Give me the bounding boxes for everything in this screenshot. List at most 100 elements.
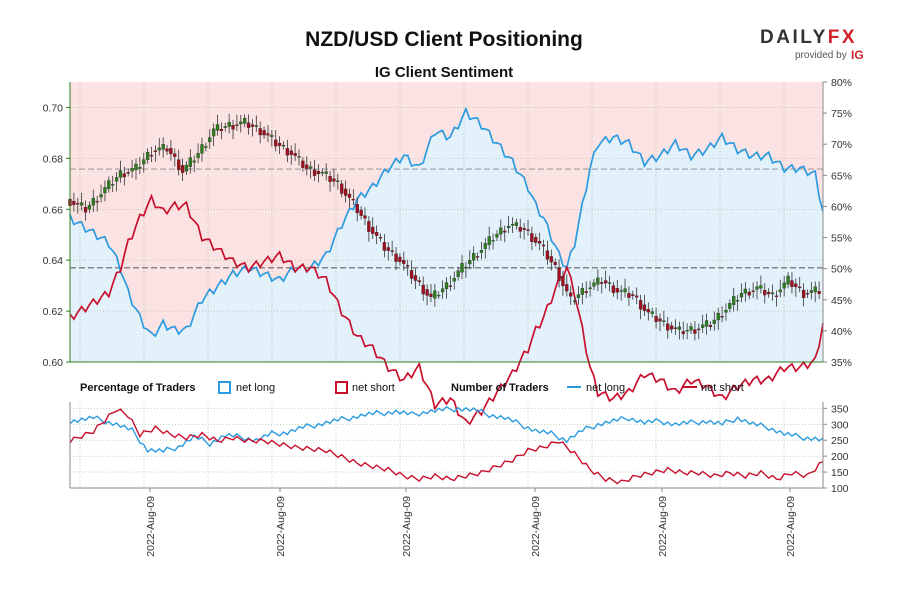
candle-body — [580, 288, 585, 295]
candle-body — [464, 266, 468, 269]
candle-body — [351, 198, 355, 201]
main-price-panel: 0.60 0.62 0.64 0.66 0.68 0.70 35% 40% 45% 50% 55%… — [43, 77, 852, 426]
candle-body — [635, 295, 639, 298]
candle-body — [596, 277, 600, 285]
candle-body — [87, 205, 92, 210]
candle-body — [301, 160, 305, 168]
percent-tick-label: 65% — [831, 170, 852, 182]
candle-body — [735, 299, 740, 302]
candle-body — [642, 304, 647, 311]
candle-body — [76, 203, 80, 205]
legend-percentage-title: Percentage of Traders — [80, 382, 196, 394]
candle-body — [472, 253, 476, 261]
candle-body — [336, 180, 340, 182]
candle-body — [514, 222, 519, 226]
count-axis-ticks: 100 150 200 250 300 350 — [823, 403, 849, 495]
candle-body — [277, 142, 282, 146]
candle-body — [138, 166, 142, 169]
lower-axes — [69, 402, 824, 489]
candle-body — [522, 228, 526, 230]
candle-body — [270, 135, 274, 137]
candle-body — [456, 270, 460, 277]
candle-body — [285, 148, 290, 156]
candle-body — [235, 124, 239, 126]
candle-body — [165, 148, 169, 152]
candle-body — [541, 244, 546, 247]
candle-body — [130, 168, 134, 172]
candle-body — [817, 291, 821, 294]
candle-body — [619, 290, 623, 292]
candle-body — [134, 163, 138, 170]
candle-body — [180, 165, 185, 173]
candle-body — [569, 292, 573, 297]
candle-body — [518, 226, 522, 232]
candle-body — [468, 260, 472, 265]
candle-body — [142, 159, 146, 165]
candle-body — [254, 125, 258, 127]
count-tick-label: 350 — [831, 403, 849, 415]
candle-body — [374, 232, 379, 236]
candle-body — [545, 250, 550, 260]
candle-body — [479, 250, 484, 253]
date-label: 2022-Aug-09 — [401, 496, 413, 557]
candle-body — [246, 122, 251, 128]
count-tick-label: 200 — [831, 451, 849, 463]
candle-body — [759, 285, 763, 289]
candle-body — [293, 153, 297, 156]
candle-body — [188, 157, 192, 167]
candle-body — [693, 329, 697, 334]
candle-body — [631, 294, 635, 296]
chart-subtitle: IG Client Sentiment — [375, 64, 513, 81]
candle-body — [786, 275, 790, 285]
candle-body — [798, 286, 802, 289]
chart-title: NZD/USD Client Positioning — [305, 28, 583, 51]
percent-tick-label: 40% — [831, 326, 852, 338]
candle-body — [728, 303, 732, 309]
candle-body — [623, 288, 627, 293]
candle-body — [200, 144, 204, 154]
count-net-long-line — [69, 405, 824, 454]
svg-text:DAILYFX: DAILYFX — [760, 27, 857, 48]
logo-brand-a: DAILY — [760, 27, 828, 48]
candle-body — [755, 286, 759, 290]
candle-body — [398, 256, 402, 262]
price-tick-label: 0.68 — [43, 153, 64, 165]
candle-body — [607, 282, 612, 284]
candle-body — [72, 200, 76, 205]
candle-body — [328, 176, 332, 182]
candle-body — [774, 295, 779, 297]
logo-brand-b: FX — [828, 27, 857, 48]
candle-body — [320, 171, 324, 174]
candle-body — [126, 172, 130, 174]
legend-number-title: Number of Traders — [451, 382, 549, 394]
candle-body — [553, 261, 557, 265]
candle-body — [340, 183, 344, 194]
candle-body — [739, 293, 744, 298]
candle-body — [751, 290, 755, 292]
candle-body — [95, 200, 99, 203]
candle-body — [316, 170, 321, 175]
candle-body — [557, 267, 561, 281]
candle-body — [332, 178, 336, 182]
date-label: 2022-Aug-09 — [785, 496, 797, 557]
candle-body — [654, 316, 658, 322]
candle-body — [239, 121, 243, 125]
candle-body — [592, 282, 596, 287]
candle-body — [638, 300, 643, 310]
candle-body — [262, 130, 266, 136]
candle-body — [534, 237, 538, 243]
candle-body — [208, 137, 212, 142]
price-tick-label: 0.60 — [43, 357, 64, 369]
candle-body — [460, 263, 464, 273]
count-tick-label: 150 — [831, 467, 849, 479]
legend-pct-short-swatch — [335, 381, 348, 394]
percent-axis-ticks: 35% 40% 45% 50% 55% 60% 65% 70% 75% 80% — [823, 77, 852, 369]
sentiment-background — [70, 82, 823, 362]
candle-body — [444, 282, 449, 289]
candle-body — [274, 139, 278, 147]
candle-body — [767, 291, 771, 295]
candle-body — [650, 311, 654, 314]
candle-body — [308, 166, 313, 169]
percent-tick-label: 45% — [831, 295, 852, 307]
